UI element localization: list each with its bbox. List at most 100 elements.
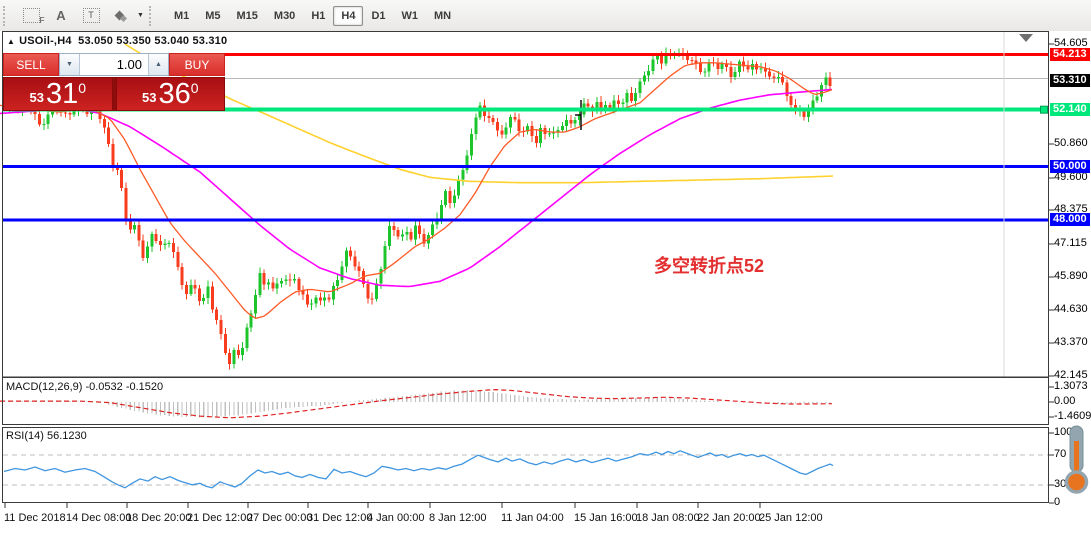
timeframe-button-m5[interactable]: M5 [205, 9, 221, 22]
candle-body [120, 169, 124, 189]
candle-body [301, 290, 305, 295]
sell-price-display[interactable]: 53 31 0 [3, 77, 113, 111]
sell-button[interactable]: SELL [3, 53, 59, 76]
volume-increase-button[interactable]: ▲ [148, 54, 168, 75]
candle-body [703, 71, 707, 73]
candle-body [275, 283, 279, 289]
candle-body [219, 319, 223, 334]
candle-body [340, 266, 344, 281]
candle-body [357, 266, 361, 272]
candle-body [323, 297, 327, 301]
candle-body [448, 191, 452, 203]
candle-body [625, 92, 629, 103]
volume-value[interactable]: 1.00 [80, 54, 148, 75]
candle-body [171, 243, 175, 253]
candle-body [763, 68, 767, 72]
rsi-line [3, 450, 834, 489]
candle-body [664, 53, 668, 64]
candle-body [789, 95, 793, 106]
candle-body [249, 313, 253, 328]
candle-body [556, 129, 560, 133]
candle-body [68, 112, 72, 115]
candle-body [720, 64, 724, 70]
candle-body [616, 100, 620, 104]
price-label-48.375: 48.375 [1054, 203, 1088, 215]
candle-body [815, 96, 819, 101]
candle-body [418, 225, 422, 234]
date-label: 21 Dec 12:00 [187, 512, 253, 524]
candle-body [107, 127, 111, 145]
candle-body [461, 169, 465, 180]
candle-body [124, 188, 128, 220]
collapse-panel-arrow-icon[interactable]: ▲ [7, 37, 16, 46]
candle-body [267, 282, 271, 285]
candle-body [500, 130, 504, 135]
ma-mid-line [0, 88, 833, 288]
candle-body [288, 279, 292, 281]
price-label-42.145: 42.145 [1054, 369, 1088, 381]
candle-body [638, 81, 642, 94]
text-tool-icon[interactable]: A [56, 8, 66, 23]
candle-body [271, 282, 275, 289]
candle-body [297, 278, 301, 291]
macd-axis-label-1.3073: 1.3073 [1054, 380, 1088, 392]
candle-body [517, 119, 521, 132]
buy-price-display[interactable]: 53 36 0 [115, 77, 225, 111]
candle-body [318, 297, 322, 301]
volume-decrease-button[interactable]: ▼ [60, 54, 80, 75]
candle-body [569, 120, 573, 124]
candle-body [647, 70, 651, 76]
candle-body [232, 349, 236, 364]
candle-body [413, 225, 417, 240]
timeframe-button-m15[interactable]: M15 [236, 9, 258, 22]
macd-indicator-header: MACD(12,26,9) -0.0532 -0.1520 [6, 381, 164, 393]
candle-body [193, 284, 197, 289]
candle-body [508, 117, 512, 128]
candle-body [716, 63, 720, 70]
arrows-dropdown-caret[interactable]: ▼ [137, 12, 144, 19]
ma-slow-line [124, 43, 834, 184]
candle-body [245, 327, 249, 348]
candle-body [746, 66, 750, 70]
timeframe-button-m1[interactable]: M1 [173, 9, 190, 22]
candle-body [603, 105, 607, 109]
chart-shift-triangle-icon[interactable] [1019, 34, 1033, 42]
candle-body [526, 125, 530, 132]
candle-body [331, 285, 335, 300]
candle-body [133, 224, 137, 230]
candle-body [370, 298, 374, 300]
candle-body [180, 266, 184, 285]
date-label: 18 Jan 08:00 [636, 512, 700, 524]
chart-canvas[interactable] [0, 31, 1091, 535]
candle-body [504, 127, 508, 135]
rsi-axis-label-70: 70 [1054, 448, 1067, 460]
date-label: 18 Dec 20:00 [126, 512, 192, 524]
text-label-tool-icon[interactable]: T [79, 5, 103, 27]
arrows-tool-icon[interactable] [109, 5, 133, 27]
candle-body [102, 119, 106, 128]
candle-body [491, 117, 495, 123]
candle-body [279, 280, 283, 284]
chart-annotation: 多空转折点52 [654, 256, 765, 276]
hline-drag-handle[interactable] [1040, 105, 1048, 114]
price-label-47.115: 47.115 [1054, 237, 1087, 249]
candle-body [262, 272, 266, 285]
candle-body [400, 234, 404, 237]
price-label-44.630: 44.630 [1054, 303, 1088, 315]
timeframe-button-h1[interactable]: H1 [311, 9, 326, 22]
timeframe-button-mn[interactable]: MN [434, 9, 452, 22]
price-label-54.605: 54.605 [1054, 37, 1088, 49]
toolbar: F A T ▼ M1 M5 M15 M30 H1 H4 D1 W1 MN [0, 0, 1091, 32]
candle-body [163, 243, 167, 246]
timeframe-button-d1[interactable]: D1 [371, 9, 386, 22]
timeframe-button-h4[interactable]: H4 [333, 5, 364, 26]
timeframe-button-m30[interactable]: M30 [273, 9, 296, 22]
candle-body [141, 240, 145, 259]
fibo-tool-icon[interactable]: F [19, 5, 45, 27]
buy-button[interactable]: BUY [169, 53, 225, 76]
candle-body [223, 333, 227, 354]
candle-body [828, 77, 832, 87]
candle-body [228, 353, 232, 364]
timeframe-button-w1[interactable]: W1 [401, 9, 419, 22]
candle-body [811, 100, 815, 110]
